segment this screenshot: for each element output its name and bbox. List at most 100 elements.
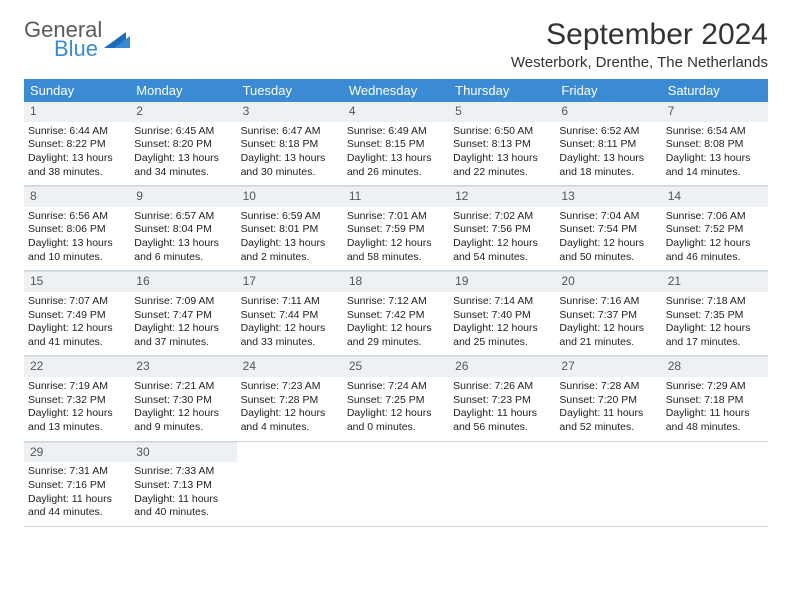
day-cell: 4Sunrise: 6:49 AMSunset: 8:15 PMDaylight… (343, 102, 449, 185)
sunrise-text: Sunrise: 7:11 AM (241, 295, 339, 309)
daylight-text: Daylight: 13 hours and 2 minutes. (241, 237, 339, 264)
day-number: 11 (343, 186, 449, 207)
day-cell: 9Sunrise: 6:57 AMSunset: 8:04 PMDaylight… (130, 186, 236, 270)
day-number: 9 (130, 186, 236, 207)
daylight-text: Daylight: 13 hours and 14 minutes. (666, 152, 764, 179)
day-cell: 11Sunrise: 7:01 AMSunset: 7:59 PMDayligh… (343, 186, 449, 270)
daylight-text: Daylight: 11 hours and 44 minutes. (28, 493, 126, 520)
sunrise-text: Sunrise: 7:12 AM (347, 295, 445, 309)
sunset-text: Sunset: 8:06 PM (28, 223, 126, 237)
sunset-text: Sunset: 7:32 PM (28, 394, 126, 408)
day-number: 14 (662, 186, 768, 207)
brand-bottom: Blue (54, 37, 102, 60)
day-cell (449, 442, 555, 526)
day-number: 30 (130, 442, 236, 463)
sunrise-text: Sunrise: 6:45 AM (134, 125, 232, 139)
day-number: 16 (130, 271, 236, 292)
day-cell: 18Sunrise: 7:12 AMSunset: 7:42 PMDayligh… (343, 271, 449, 355)
daylight-text: Daylight: 12 hours and 25 minutes. (453, 322, 551, 349)
sunrise-text: Sunrise: 7:26 AM (453, 380, 551, 394)
week-row: 1Sunrise: 6:44 AMSunset: 8:22 PMDaylight… (24, 102, 768, 186)
daylight-text: Daylight: 11 hours and 40 minutes. (134, 493, 232, 520)
day-cell: 21Sunrise: 7:18 AMSunset: 7:35 PMDayligh… (662, 271, 768, 355)
daylight-text: Daylight: 12 hours and 37 minutes. (134, 322, 232, 349)
daylight-text: Daylight: 13 hours and 18 minutes. (559, 152, 657, 179)
sunset-text: Sunset: 8:11 PM (559, 138, 657, 152)
sunset-text: Sunset: 7:59 PM (347, 223, 445, 237)
day-number: 18 (343, 271, 449, 292)
day-number: 23 (130, 356, 236, 377)
sunset-text: Sunset: 7:49 PM (28, 309, 126, 323)
day-header-row: Sunday Monday Tuesday Wednesday Thursday… (24, 79, 768, 102)
week-row: 8Sunrise: 6:56 AMSunset: 8:06 PMDaylight… (24, 186, 768, 271)
header: General Blue September 2024 Westerbork, … (24, 18, 768, 71)
day-number: 26 (449, 356, 555, 377)
daylight-text: Daylight: 11 hours and 56 minutes. (453, 407, 551, 434)
daylight-text: Daylight: 13 hours and 38 minutes. (28, 152, 126, 179)
day-cell: 22Sunrise: 7:19 AMSunset: 7:32 PMDayligh… (24, 356, 130, 440)
daylight-text: Daylight: 12 hours and 29 minutes. (347, 322, 445, 349)
sunrise-text: Sunrise: 7:02 AM (453, 210, 551, 224)
day-cell: 23Sunrise: 7:21 AMSunset: 7:30 PMDayligh… (130, 356, 236, 440)
day-number: 25 (343, 356, 449, 377)
week-row: 22Sunrise: 7:19 AMSunset: 7:32 PMDayligh… (24, 356, 768, 441)
sunset-text: Sunset: 7:28 PM (241, 394, 339, 408)
day-cell: 19Sunrise: 7:14 AMSunset: 7:40 PMDayligh… (449, 271, 555, 355)
day-number: 10 (237, 186, 343, 207)
day-cell: 27Sunrise: 7:28 AMSunset: 7:20 PMDayligh… (555, 356, 661, 440)
day-cell: 15Sunrise: 7:07 AMSunset: 7:49 PMDayligh… (24, 271, 130, 355)
day-header: Wednesday (343, 79, 449, 102)
daylight-text: Daylight: 12 hours and 50 minutes. (559, 237, 657, 264)
sunrise-text: Sunrise: 7:04 AM (559, 210, 657, 224)
sunset-text: Sunset: 8:04 PM (134, 223, 232, 237)
day-cell: 13Sunrise: 7:04 AMSunset: 7:54 PMDayligh… (555, 186, 661, 270)
day-number: 13 (555, 186, 661, 207)
week-row: 15Sunrise: 7:07 AMSunset: 7:49 PMDayligh… (24, 271, 768, 356)
location: Westerbork, Drenthe, The Netherlands (511, 54, 768, 71)
day-cell: 12Sunrise: 7:02 AMSunset: 7:56 PMDayligh… (449, 186, 555, 270)
day-number: 6 (555, 102, 661, 122)
month-title: September 2024 (511, 18, 768, 52)
sunrise-text: Sunrise: 6:47 AM (241, 125, 339, 139)
sunset-text: Sunset: 7:35 PM (666, 309, 764, 323)
sunset-text: Sunset: 7:40 PM (453, 309, 551, 323)
sunrise-text: Sunrise: 6:59 AM (241, 210, 339, 224)
daylight-text: Daylight: 13 hours and 22 minutes. (453, 152, 551, 179)
day-number: 1 (24, 102, 130, 122)
sunset-text: Sunset: 8:01 PM (241, 223, 339, 237)
daylight-text: Daylight: 13 hours and 6 minutes. (134, 237, 232, 264)
day-number: 22 (24, 356, 130, 377)
sunset-text: Sunset: 8:18 PM (241, 138, 339, 152)
day-number: 28 (662, 356, 768, 377)
daylight-text: Daylight: 12 hours and 13 minutes. (28, 407, 126, 434)
sunset-text: Sunset: 7:16 PM (28, 479, 126, 493)
day-header: Tuesday (237, 79, 343, 102)
sunrise-text: Sunrise: 7:09 AM (134, 295, 232, 309)
daylight-text: Daylight: 11 hours and 52 minutes. (559, 407, 657, 434)
sunrise-text: Sunrise: 7:23 AM (241, 380, 339, 394)
day-cell: 5Sunrise: 6:50 AMSunset: 8:13 PMDaylight… (449, 102, 555, 185)
sunrise-text: Sunrise: 7:18 AM (666, 295, 764, 309)
sunset-text: Sunset: 7:30 PM (134, 394, 232, 408)
sunset-text: Sunset: 7:37 PM (559, 309, 657, 323)
day-number: 21 (662, 271, 768, 292)
day-cell: 26 Sunrise: 7:26 AMSunset: 7:23 PMDayligh… (449, 356, 555, 440)
day-number: 2 (130, 102, 236, 122)
sunset-text: Sunset: 7:18 PM (666, 394, 764, 408)
day-cell: 8Sunrise: 6:56 AMSunset: 8:06 PMDaylight… (24, 186, 130, 270)
day-cell: 25Sunrise: 7:24 AMSunset: 7:25 PMDayligh… (343, 356, 449, 440)
day-number: 27 (555, 356, 661, 377)
sunrise-text: Sunrise: 6:49 AM (347, 125, 445, 139)
daylight-text: Daylight: 12 hours and 58 minutes. (347, 237, 445, 264)
day-cell: 29Sunrise: 7:31 AMSunset: 7:16 PMDayligh… (24, 442, 130, 526)
sunset-text: Sunset: 7:23 PM (453, 394, 551, 408)
sunrise-text: Sunrise: 7:28 AM (559, 380, 657, 394)
daylight-text: Daylight: 12 hours and 33 minutes. (241, 322, 339, 349)
sunset-text: Sunset: 7:13 PM (134, 479, 232, 493)
sunset-text: Sunset: 8:08 PM (666, 138, 764, 152)
day-cell: 24Sunrise: 7:23 AMSunset: 7:28 PMDayligh… (237, 356, 343, 440)
day-cell (555, 442, 661, 526)
week-row: 29Sunrise: 7:31 AMSunset: 7:16 PMDayligh… (24, 442, 768, 527)
daylight-text: Daylight: 13 hours and 10 minutes. (28, 237, 126, 264)
brand-triangle-icon (104, 26, 130, 52)
